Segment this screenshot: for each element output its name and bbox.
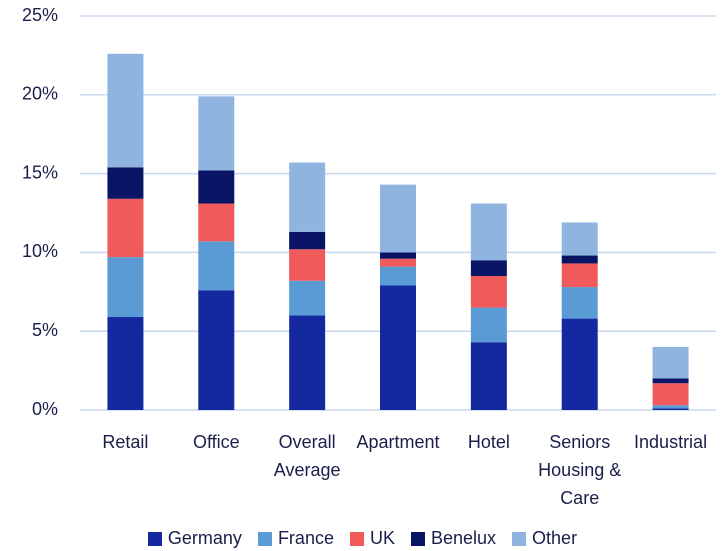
bar-segment	[289, 249, 326, 281]
bar-segment	[561, 318, 598, 410]
bar-segment	[198, 170, 235, 204]
bar-segment	[470, 260, 507, 277]
bar-segment	[652, 405, 689, 409]
x-tick-label: Industrial	[634, 432, 708, 452]
legend: Germany France UK Benelux Other	[0, 528, 725, 549]
legend-label: Benelux	[430, 528, 497, 548]
bar-segment	[561, 287, 598, 319]
legend-swatch	[257, 531, 272, 546]
bar-segment	[470, 276, 507, 308]
legend-label: Germany	[167, 528, 242, 548]
y-tick-label: 15%	[22, 162, 58, 182]
bar-segment	[198, 96, 235, 171]
bar-segment	[289, 231, 326, 250]
x-tick-label: Overall Average	[273, 432, 341, 480]
bar-segment	[107, 317, 144, 410]
bar-segment	[107, 53, 144, 168]
bar-segment	[561, 263, 598, 288]
bar-segment	[561, 255, 598, 264]
y-tick-label: 5%	[32, 320, 58, 340]
bar-segment	[652, 346, 689, 379]
bar-segment	[107, 257, 144, 318]
y-tick-label: 20%	[22, 84, 58, 104]
legend-swatch	[410, 531, 425, 546]
legend-item: UK	[349, 528, 395, 549]
y-tick-label: 0%	[32, 399, 58, 419]
bar-segment	[380, 258, 416, 267]
bar-segment	[652, 408, 689, 410]
bar-segment	[470, 203, 507, 261]
bar-segment	[380, 252, 416, 259]
bar-segment	[198, 241, 235, 291]
legend-item: Benelux	[410, 528, 497, 549]
legend-label: UK	[369, 528, 395, 548]
bar-segment	[289, 315, 326, 410]
bar-segment	[561, 222, 598, 256]
y-tick-label: 10%	[22, 241, 58, 261]
legend-item: Germany	[147, 528, 242, 549]
bar-segment	[107, 167, 144, 199]
x-tick-label: Retail	[102, 432, 149, 452]
legend-item: France	[257, 528, 334, 549]
legend-swatch	[512, 531, 527, 546]
legend-label: Other	[532, 528, 578, 548]
bar-segment	[107, 198, 144, 258]
bar-segment	[380, 285, 416, 410]
bar-segment	[652, 383, 689, 406]
legend-label: France	[277, 528, 334, 548]
y-tick-label: 25%	[22, 5, 58, 25]
bar-segment	[652, 378, 689, 384]
x-tick-label: Hotel	[467, 432, 510, 452]
legend-item: Other	[512, 528, 577, 549]
legend-swatch	[147, 531, 162, 546]
bar-segment	[380, 266, 416, 286]
bar-segment	[289, 162, 326, 232]
bar-segment	[198, 290, 235, 410]
x-tick-label: Apartment	[356, 432, 440, 452]
bar-segment	[470, 307, 507, 343]
x-tick-label: Office	[192, 432, 240, 452]
bar-segment	[198, 203, 235, 242]
x-tick-label: Seniors Housing & Care	[538, 432, 622, 508]
bar-segment	[289, 280, 326, 316]
legend-swatch	[349, 531, 364, 546]
bar-segment	[470, 342, 507, 410]
bar-segment	[380, 184, 416, 253]
